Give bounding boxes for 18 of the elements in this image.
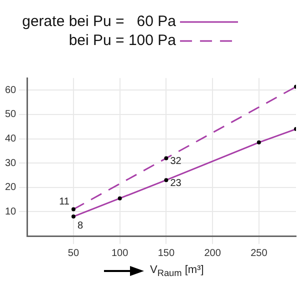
y-tick-label: 20 bbox=[5, 182, 17, 194]
data-label: 11 bbox=[59, 196, 70, 208]
x-tick-label: 150 bbox=[158, 248, 175, 259]
legend-label: gerate bei Pu = 60 Pa bbox=[22, 13, 177, 30]
x-axis-title: V$_{Raum}$ [m³] bbox=[150, 264, 204, 278]
y-tick-label: 10 bbox=[5, 206, 17, 218]
y-tick-label: 50 bbox=[5, 109, 17, 120]
data-label: 23 bbox=[170, 178, 182, 190]
x-tick-label: 50 bbox=[68, 248, 80, 259]
x-tick-label: 250 bbox=[250, 248, 268, 259]
data-label: 32 bbox=[170, 156, 182, 168]
data-label: 8 bbox=[77, 220, 84, 232]
y-tick-label: 60 bbox=[5, 84, 17, 96]
x-tick-label: 200 bbox=[204, 248, 222, 259]
y-tick-label: 30 bbox=[5, 158, 17, 169]
y-tick-label: 40 bbox=[5, 134, 17, 145]
legend-label: bei Pu = 100 Pa bbox=[68, 32, 177, 50]
x-tick-label: 100 bbox=[111, 248, 129, 259]
